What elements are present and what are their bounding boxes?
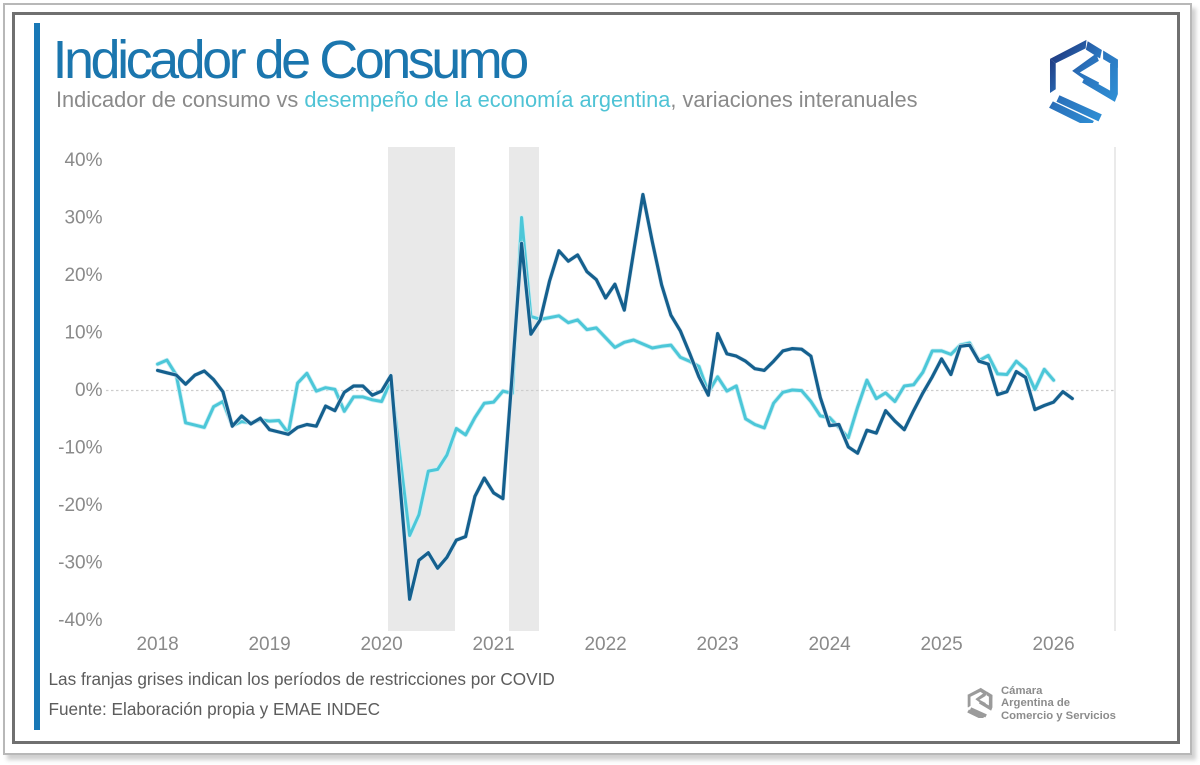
svg-text:10%: 10% — [64, 323, 102, 344]
svg-text:2020: 2020 — [360, 634, 402, 655]
svg-text:40%: 40% — [64, 150, 102, 171]
svg-text:-10%: -10% — [58, 438, 102, 459]
svg-text:2021: 2021 — [472, 634, 514, 655]
svg-text:-40%: -40% — [58, 610, 102, 631]
svg-text:2019: 2019 — [248, 634, 290, 655]
svg-text:2018: 2018 — [136, 634, 178, 655]
svg-text:2022: 2022 — [584, 634, 626, 655]
svg-text:-20%: -20% — [58, 495, 102, 516]
svg-text:0%: 0% — [75, 380, 103, 401]
svg-text:2024: 2024 — [808, 634, 851, 655]
svg-text:2025: 2025 — [920, 634, 962, 655]
svg-text:-30%: -30% — [58, 553, 102, 574]
svg-text:2023: 2023 — [696, 634, 738, 655]
svg-text:30%: 30% — [64, 208, 102, 229]
svg-text:20%: 20% — [64, 265, 102, 286]
svg-text:2026: 2026 — [1032, 634, 1074, 655]
